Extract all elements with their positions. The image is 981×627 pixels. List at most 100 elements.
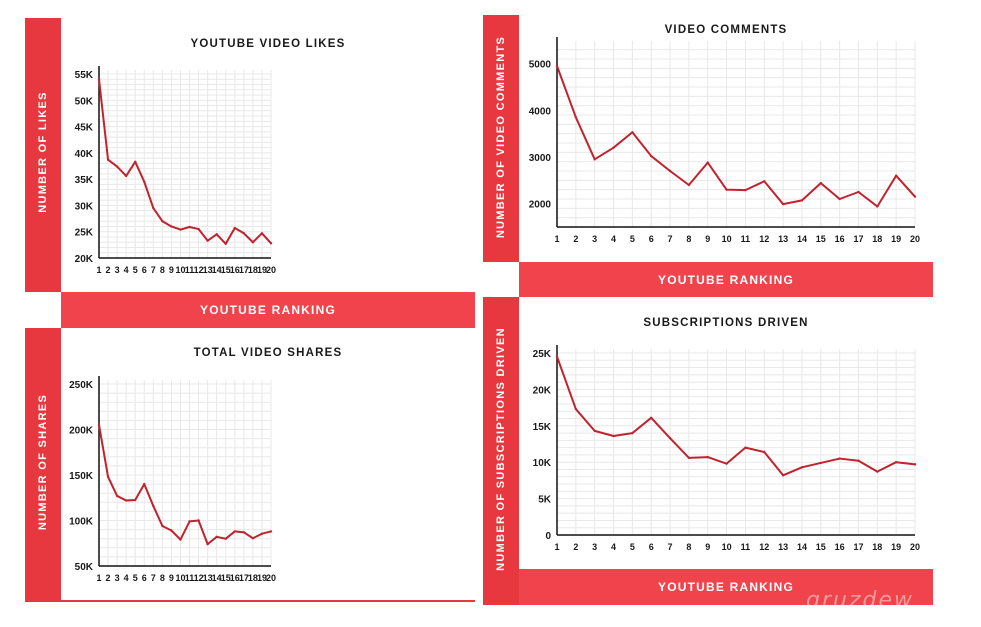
comments-data-point <box>781 202 785 206</box>
likes-xtick-label: 14 <box>212 265 222 275</box>
comments-data-point <box>687 183 691 187</box>
comments-xtick-label: 3 <box>592 234 597 244</box>
comments-xtick-label: 12 <box>759 234 769 244</box>
comments-data-point <box>650 154 653 158</box>
comments-data-point <box>593 158 596 161</box>
shares-data-point <box>161 524 164 528</box>
shares-xtick-label: 18 <box>248 573 258 583</box>
likes-xtick-label: 16 <box>230 265 240 275</box>
likes-title: YOUTUBE VIDEO LIKES <box>190 38 346 50</box>
subs-data-point <box>894 461 898 464</box>
likes-xlabel: YOUTUBE RANKING <box>199 303 336 317</box>
shares-xtick-label: 7 <box>151 573 156 583</box>
comments-series-line <box>556 65 916 208</box>
shares-series-line <box>98 424 272 546</box>
likes-data-point <box>134 160 137 163</box>
comments-data-point <box>913 195 917 198</box>
comments-data-point <box>668 169 672 173</box>
shares-data-point <box>106 475 110 479</box>
shares-data-point <box>115 494 119 498</box>
likes-xlabel-band: YOUTUBE RANKING <box>61 292 475 328</box>
likes-data-point <box>106 158 110 161</box>
likes-ytick-label: 45K <box>75 123 94 134</box>
subs-data-point <box>555 355 559 358</box>
likes-data-point <box>179 228 182 231</box>
subs-ytick-label: 15K <box>533 422 552 433</box>
comments-xtick-label: 16 <box>835 234 845 244</box>
subs-data-point <box>876 470 879 473</box>
subs-ytick-label: 5K <box>538 495 552 506</box>
comments-data-point <box>631 131 634 134</box>
subs-data-point <box>631 431 634 435</box>
subs-xtick-label: 4 <box>611 542 616 552</box>
subs-xtick-label: 15 <box>816 542 826 552</box>
comments-ytick-label: 2000 <box>529 200 552 211</box>
shares-data-point <box>134 498 137 502</box>
shares-xtick-label: 4 <box>124 573 129 583</box>
shares-data-point <box>152 504 155 508</box>
subs-xtick-label: 11 <box>741 542 751 552</box>
subs-data-point <box>668 436 672 440</box>
subs-title: SUBSCRIPTIONS DRIVEN <box>643 317 809 329</box>
likes-xtick-label: 6 <box>142 265 147 275</box>
comments-xtick-label: 10 <box>722 234 732 244</box>
comments-ytick-label: 3000 <box>529 153 552 164</box>
likes-ytick-label: 25K <box>75 228 94 239</box>
subs-data-point <box>612 434 615 438</box>
likes-ylabel-band: NUMBER OF LIKES <box>25 18 61 292</box>
subs-data-point <box>650 416 653 419</box>
shares-data-point <box>188 520 191 523</box>
comments-data-point <box>857 190 860 194</box>
subs-data-point <box>857 459 860 462</box>
comments-xtick-label: 9 <box>705 234 710 244</box>
likes-xtick-label: 17 <box>239 265 249 275</box>
subs-panel: NUMBER OF SUBSCRIPTIONS DRIVEN SUBSCRIPT… <box>483 297 933 605</box>
comments-xlabel: YOUTUBE RANKING <box>657 272 794 287</box>
comments-panel: NUMBER OF VIDEO COMMENTS VIDEO COMMENTS … <box>483 15 933 297</box>
comments-ytick-label: 4000 <box>529 106 552 117</box>
comments-data-point <box>894 174 898 177</box>
shares-xtick-label: 6 <box>142 573 147 583</box>
subs-xtick-label: 5 <box>630 542 635 552</box>
comments-title: VIDEO COMMENTS <box>664 24 788 36</box>
subs-ytick-label: 25K <box>533 349 552 360</box>
likes-data-point <box>242 232 246 235</box>
comments-data-point <box>876 205 879 208</box>
shares-data-point <box>143 482 146 486</box>
likes-xtick-label: 20 <box>266 265 276 275</box>
shares-xtick-label: 11 <box>185 573 195 583</box>
likes-panel: NUMBER OF LIKES YOUTUBE VIDEO LIKES 20K 2… <box>25 18 475 328</box>
subs-data-point <box>744 446 747 449</box>
comments-data-point <box>800 199 804 202</box>
shares-xtick-label: 1 <box>96 573 101 583</box>
comments-xtick-label: 2 <box>573 234 578 244</box>
likes-xtick-label: 1 <box>96 265 101 275</box>
subs-ytick-label: 10K <box>533 458 552 469</box>
likes-xtick-label: 19 <box>257 265 267 275</box>
shares-data-point <box>233 530 236 533</box>
subs-data-point <box>800 466 804 469</box>
likes-data-point <box>188 225 191 229</box>
likes-data-point <box>170 225 173 228</box>
comments-xtick-label: 20 <box>910 234 920 244</box>
subs-data-point <box>838 457 841 460</box>
likes-xtick-label: 10 <box>175 265 185 275</box>
comments-data-point <box>744 188 747 192</box>
subs-xtick-label: 14 <box>797 542 807 552</box>
shares-xtick-label: 5 <box>133 573 138 583</box>
likes-ytick-label: 30K <box>75 201 94 212</box>
subs-data-point <box>763 450 766 454</box>
subs-xtick-label: 20 <box>910 542 920 552</box>
comments-data-point <box>706 161 709 164</box>
likes-data-point <box>161 220 164 223</box>
shares-xtick-label: 17 <box>239 573 249 583</box>
comments-xtick-label: 4 <box>611 234 616 244</box>
likes-xtick-label: 18 <box>248 265 258 275</box>
likes-ytick-label: 50K <box>75 96 94 107</box>
likes-xtick-label: 8 <box>160 265 165 275</box>
subs-xlabel-band: YOUTUBE RANKING <box>519 569 933 605</box>
subs-data-point <box>913 463 917 466</box>
likes-data-point <box>115 165 119 168</box>
